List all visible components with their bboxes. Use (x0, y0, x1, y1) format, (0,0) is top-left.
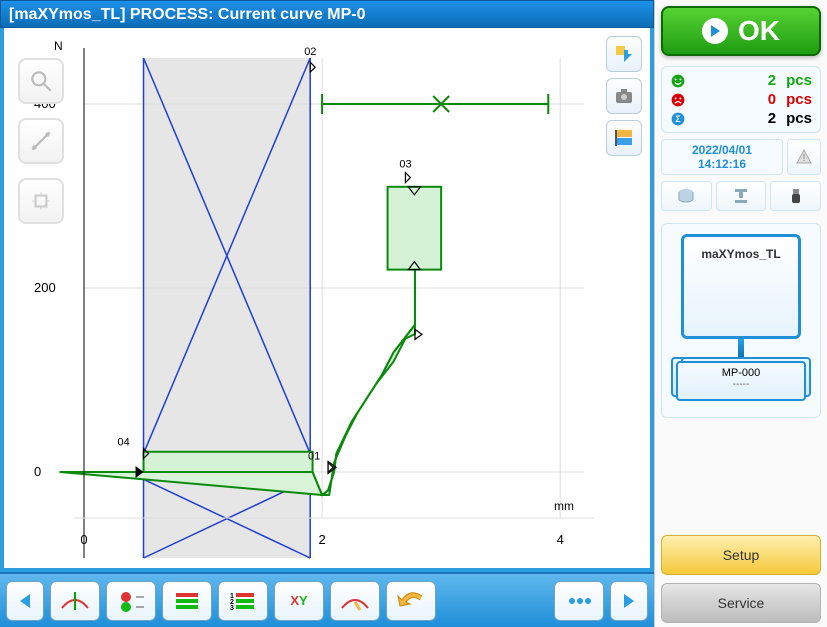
device-neck (738, 339, 744, 357)
target-button[interactable] (18, 178, 64, 224)
status-dots-icon (116, 590, 146, 612)
right-panel: OK 2 pcs 0 pcs Σ 2 pcs 2022/04/01 14:12:… (654, 0, 827, 627)
time-text: 14:12:16 (662, 157, 782, 171)
sigma-icon: Σ (670, 111, 686, 127)
chart-area: 0240200400Nmm01020304 (0, 28, 654, 572)
svg-text:!: ! (803, 153, 806, 164)
play-icon (702, 18, 728, 44)
camera-icon (614, 86, 634, 106)
export-icon (614, 44, 634, 64)
count-total-row: Σ 2 pcs (670, 109, 812, 128)
svg-text:Σ: Σ (675, 114, 681, 124)
wrench-icon (28, 128, 54, 154)
arrow-left-icon (14, 590, 36, 612)
bb-bars[interactable] (162, 581, 212, 621)
dots-icon (564, 590, 594, 612)
device-stack: MP-000 ----- (671, 357, 811, 407)
svg-text:01: 01 (308, 450, 320, 462)
press-button[interactable] (716, 181, 767, 211)
chart-svg: 0240200400Nmm01020304 (4, 28, 650, 568)
svg-text:0: 0 (80, 532, 87, 547)
bottom-toolbar: 123 XY (0, 572, 654, 627)
device-name: maXYmos_TL (701, 247, 780, 261)
export-button[interactable] (606, 36, 642, 72)
xy-icon: XY (290, 593, 307, 608)
bb-more[interactable] (554, 581, 604, 621)
prev-page-button[interactable] (6, 581, 44, 621)
svg-text:N: N (54, 39, 63, 53)
counts-box: 2 pcs 0 pcs Σ 2 pcs (661, 66, 821, 133)
bb-curve-red[interactable] (50, 581, 100, 621)
title-bar: [maXYmos_TL] PROCESS: Current curve MP-0 (0, 0, 654, 28)
bb-undo[interactable] (386, 581, 436, 621)
count-nok-unit: pcs (786, 91, 812, 108)
warning-icon: ! (795, 148, 813, 166)
flag-button[interactable] (606, 120, 642, 156)
database-button[interactable] (661, 181, 712, 211)
setup-button[interactable]: Setup (661, 535, 821, 575)
mp-sub: ----- (678, 379, 804, 390)
svg-text:02: 02 (304, 46, 316, 58)
datetime-box: 2022/04/01 14:12:16 (661, 139, 783, 175)
flag-icon (614, 128, 634, 148)
bb-list[interactable]: 123 (218, 581, 268, 621)
count-ok-unit: pcs (786, 72, 812, 89)
arrow-right-icon (618, 590, 640, 612)
count-total-unit: pcs (786, 110, 812, 127)
ok-button[interactable]: OK (661, 6, 821, 56)
usb-icon (787, 187, 805, 205)
zoom-button[interactable] (18, 58, 64, 104)
database-icon (677, 187, 695, 205)
device-screen[interactable]: maXYmos_TL (681, 234, 801, 339)
list-icon: 123 (228, 590, 258, 612)
chart-mini-tools (606, 36, 642, 156)
svg-text:03: 03 (399, 159, 411, 171)
frown-icon (670, 92, 686, 108)
svg-text:4: 4 (557, 532, 564, 547)
press-icon (732, 187, 750, 205)
bb-status[interactable] (106, 581, 156, 621)
count-nok-row: 0 pcs (670, 90, 812, 109)
svg-text:200: 200 (34, 280, 56, 295)
svg-text:04: 04 (118, 437, 130, 449)
usb-button[interactable] (770, 181, 821, 211)
crosshair-icon (28, 188, 54, 214)
mp-label: MP-000 (678, 367, 804, 379)
bb-xy[interactable]: XY (274, 581, 324, 621)
mp-card-front[interactable]: MP-000 ----- (676, 361, 806, 401)
count-ok-row: 2 pcs (670, 71, 812, 90)
ok-label: OK (738, 15, 780, 47)
count-total-value: 2 (686, 110, 786, 127)
date-text: 2022/04/01 (662, 143, 782, 157)
service-button[interactable]: Service (661, 583, 821, 623)
count-ok-value: 2 (686, 72, 786, 89)
svg-text:2: 2 (318, 532, 325, 547)
count-nok-value: 0 (686, 91, 786, 108)
bars-icon (172, 590, 202, 612)
svg-text:3: 3 (230, 605, 234, 612)
svg-text:mm: mm (554, 499, 574, 513)
next-page-button[interactable] (610, 581, 648, 621)
alert-button[interactable]: ! (787, 139, 821, 175)
chart-side-tools (18, 58, 64, 224)
curve-redline-icon (60, 590, 90, 612)
undo-icon (396, 590, 426, 612)
magnifier-icon (28, 68, 54, 94)
svg-text:0: 0 (34, 464, 41, 479)
tools-button[interactable] (18, 118, 64, 164)
smile-icon (670, 73, 686, 89)
device-box: maXYmos_TL MP-000 ----- (661, 223, 821, 418)
screenshot-button[interactable] (606, 78, 642, 114)
envelope-icon (340, 590, 370, 612)
bb-envelope[interactable] (330, 581, 380, 621)
